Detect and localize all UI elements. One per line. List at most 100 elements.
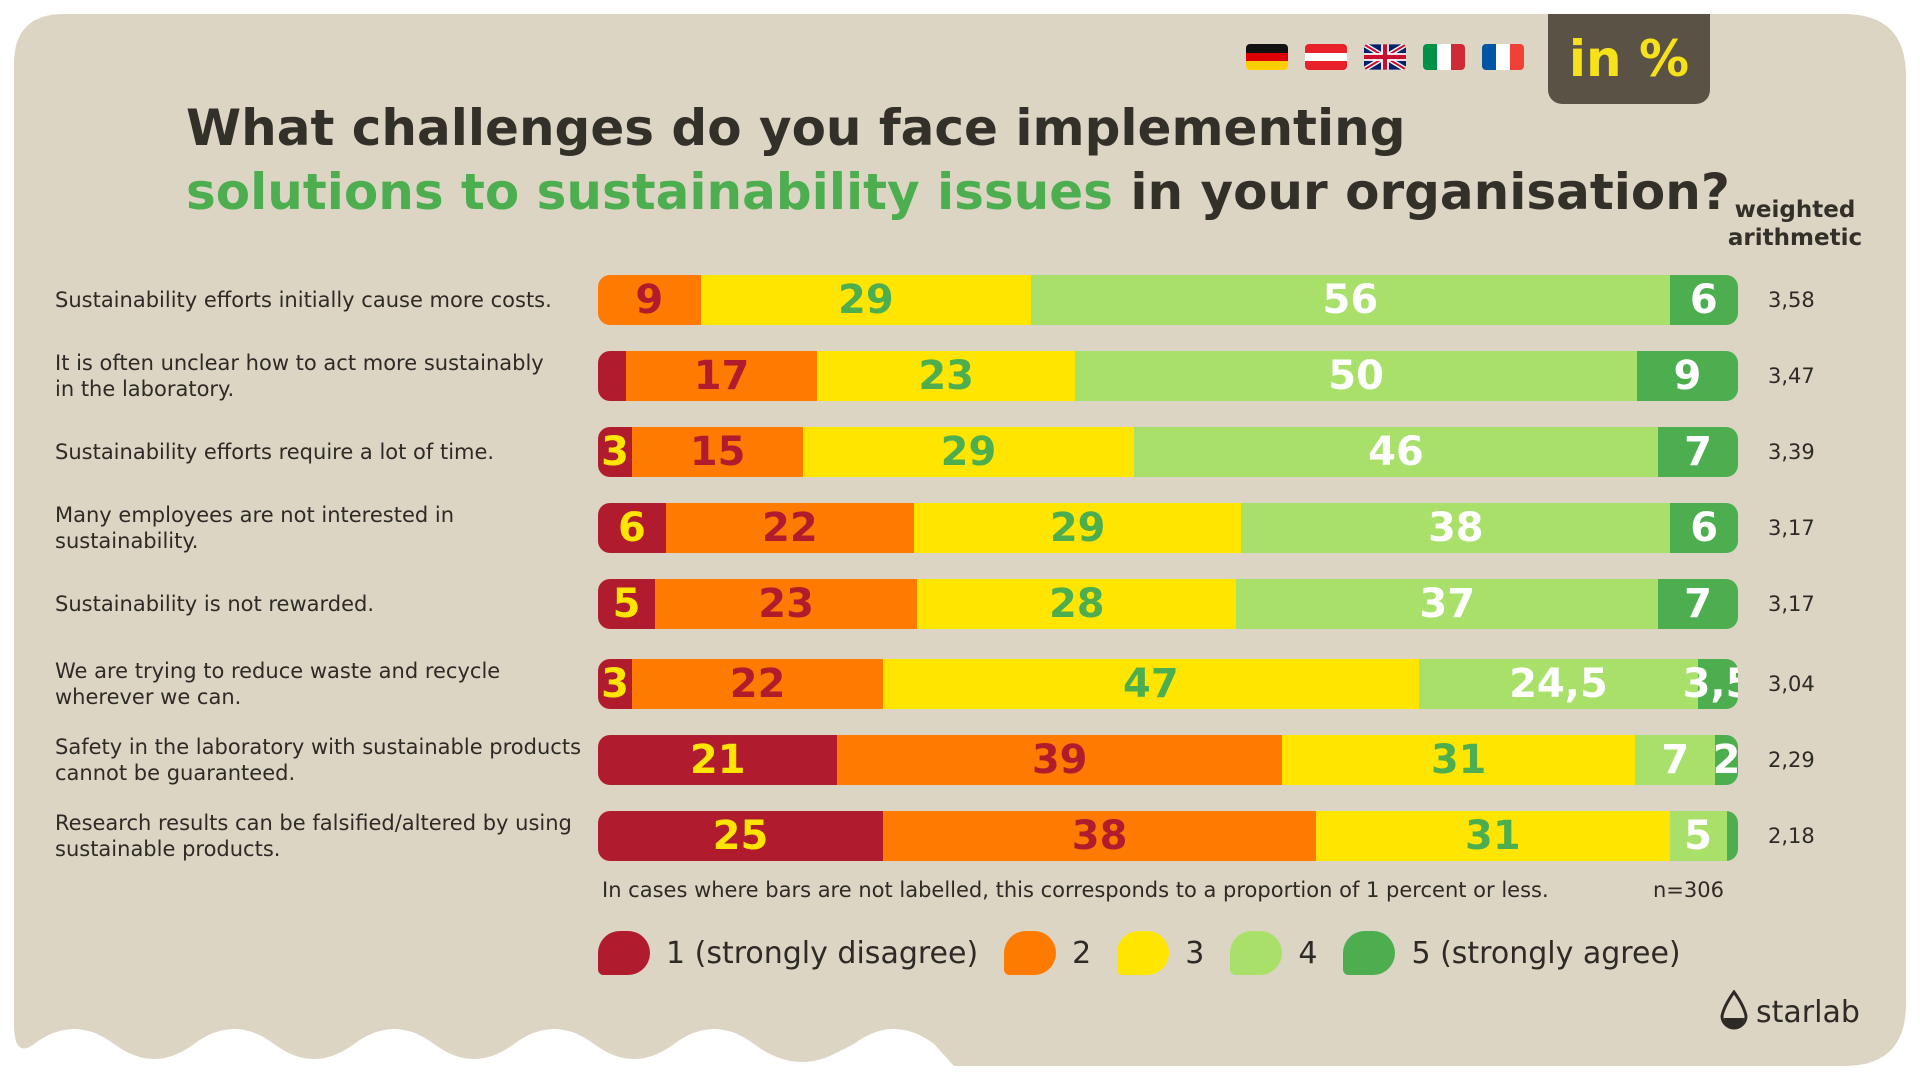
bar-segment-level-3: 29 [803, 427, 1134, 477]
france-flag-icon [1482, 44, 1524, 70]
category-label: Safety in the laboratory with sustainabl… [55, 735, 582, 785]
chart-row: Many employees are not interested in sus… [0, 500, 1920, 556]
bar-segment-level-5 [1726, 811, 1738, 861]
category-label: Sustainability is not rewarded. [55, 592, 375, 616]
bar-segment-level-1: 21 [598, 735, 838, 785]
bar-segment-level-4: 38 [1241, 503, 1671, 553]
chart-row: Sustainability is not rewarded. 5 23 28 37 7 3… [0, 576, 1920, 632]
legend-label: 3 [1185, 935, 1205, 971]
chart-row: Sustainability efforts initially cause m… [0, 272, 1920, 328]
weighted-arithmetic-value: 3,17 [1768, 516, 1815, 540]
chart-row: Sustainability efforts require a lot of … [0, 424, 1920, 480]
bar-segment-level-4: 56 [1031, 275, 1670, 325]
bar-segment-level-3: 31 [1316, 811, 1670, 861]
brand-name: starlab [1756, 994, 1860, 1030]
legend-item: 3 [1117, 931, 1230, 975]
title-rest: in your organisation? [1112, 163, 1730, 221]
bar-segment-level-4: 46 [1133, 427, 1659, 477]
bar-segment-level-1: 25 [598, 811, 883, 861]
footnote: In cases where bars are not labelled, th… [602, 878, 1549, 902]
legend-label: 4 [1298, 935, 1318, 971]
chart-row: Research results can be falsified/altere… [0, 808, 1920, 864]
starlab-drop-icon [1720, 990, 1748, 1030]
stacked-bar: 6 22 29 38 6 [598, 503, 1738, 553]
bar-segment-level-1: 3 [598, 427, 633, 477]
weighted-arithmetic-header: weighted arithmetic [1727, 197, 1863, 251]
bar-segment-level-2: 39 [837, 735, 1282, 785]
legend-item: 2 [1004, 931, 1117, 975]
legend-item: 1 (strongly disagree) [598, 931, 1004, 975]
bar-segment-level-1 [598, 351, 627, 401]
bar-segment-level-4: 50 [1075, 351, 1637, 401]
legend-item: 5 (strongly agree) [1343, 931, 1706, 975]
legend-item: 4 [1230, 931, 1343, 975]
legend-swatch [1004, 931, 1057, 975]
legend-label: 1 (strongly disagree) [666, 935, 979, 971]
stacked-bar: 17 23 50 9 [598, 351, 1738, 401]
weighted-arithmetic-value: 2,18 [1768, 824, 1815, 848]
category-label: It is often unclear how to act more sust… [55, 351, 544, 401]
legend-swatch [1343, 931, 1396, 975]
bar-segment-level-2: 9 [598, 275, 701, 325]
weighted-arithmetic-value: 3,04 [1768, 672, 1815, 696]
legend-swatch [1117, 931, 1170, 975]
category-label: Sustainability efforts require a lot of … [55, 440, 495, 464]
bar-segment-level-2: 23 [655, 579, 918, 629]
weighted-arithmetic-value: 3,58 [1768, 288, 1815, 312]
legend-swatch [1230, 931, 1283, 975]
chart-row: It is often unclear how to act more sust… [0, 348, 1920, 404]
bar-segment-level-3: 29 [700, 275, 1032, 325]
chart-title: What challenges do you face implementing… [186, 96, 1730, 224]
bar-segment-level-2: 17 [626, 351, 817, 401]
legend-swatch [598, 931, 650, 975]
bar-segment-level-3: 28 [917, 579, 1237, 629]
stacked-bar: 5 23 28 37 7 [598, 579, 1738, 629]
weighted-arithmetic-value: 2,29 [1768, 748, 1815, 772]
chart-row: We are trying to reduce waste and recycl… [0, 656, 1920, 712]
bar-segment-level-4: 5 [1669, 811, 1727, 861]
bar-segment-level-3: 31 [1281, 735, 1636, 785]
stacked-bar: 21 39 31 7 2 [598, 735, 1738, 785]
legend-label: 2 [1072, 935, 1092, 971]
bar-segment-level-2: 22 [665, 503, 915, 553]
title-line-1: What challenges do you face implementing [186, 99, 1406, 157]
germany-flag-icon [1246, 44, 1288, 70]
weighted-arithmetic-value: 3,39 [1768, 440, 1815, 464]
bar-segment-level-5: 7 [1658, 579, 1738, 629]
legend: 1 (strongly disagree) 2 3 4 5 (strongly agre… [598, 928, 1707, 978]
bar-segment-level-3: 47 [882, 659, 1419, 709]
bar-segment-level-2: 15 [632, 427, 804, 477]
bar-segment-level-5: 6 [1670, 503, 1738, 553]
legend-label: 5 (strongly agree) [1411, 935, 1681, 971]
bar-segment-level-3: 23 [817, 351, 1076, 401]
bar-segment-level-4: 24,5 [1418, 659, 1699, 709]
chart-row: Safety in the laboratory with sustainabl… [0, 732, 1920, 788]
brand-logo: starlab [1718, 990, 1860, 1034]
bar-segment-level-3: 29 [914, 503, 1242, 553]
category-label: Sustainability efforts initially cause m… [55, 288, 552, 312]
stacked-bar: 25 38 31 5 [598, 811, 1738, 861]
bar-segment-level-5: 9 [1636, 351, 1738, 401]
stacked-bar: 3 15 29 46 7 [598, 427, 1738, 477]
austria-flag-icon [1305, 44, 1347, 70]
bar-segment-level-1: 6 [598, 503, 666, 553]
uk-flag-icon [1364, 44, 1406, 70]
bar-segment-level-5: 7 [1658, 427, 1738, 477]
weighted-arithmetic-value: 3,17 [1768, 592, 1815, 616]
category-label: We are trying to reduce waste and recycl… [55, 659, 501, 709]
bar-segment-level-5: 3,5 [1683, 659, 1738, 709]
bar-segment-level-4: 7 [1635, 735, 1716, 785]
category-label: Research results can be falsified/altere… [55, 811, 572, 861]
stacked-bar: 9 29 56 6 [598, 275, 1738, 325]
sample-size: n=306 [1653, 878, 1724, 902]
unit-badge: in % [1548, 14, 1710, 104]
title-highlight: solutions to sustainability issues [186, 163, 1113, 221]
italy-flag-icon [1423, 44, 1465, 70]
category-label: Many employees are not interested in sus… [55, 503, 455, 553]
bar-segment-level-1: 5 [598, 579, 655, 629]
bar-segment-level-5: 2 [1712, 735, 1738, 785]
bar-segment-level-4: 37 [1236, 579, 1659, 629]
weighted-arithmetic-value: 3,47 [1768, 364, 1815, 388]
bar-segment-level-5: 6 [1669, 275, 1738, 325]
